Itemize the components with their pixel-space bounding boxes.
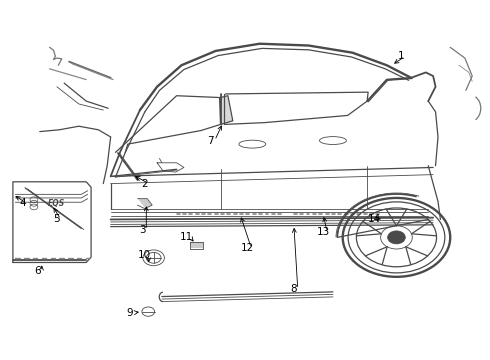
Text: 13: 13 <box>317 227 330 237</box>
Text: EQS: EQS <box>48 199 66 208</box>
Text: 10: 10 <box>138 250 151 260</box>
Text: 5: 5 <box>53 215 60 224</box>
Text: 6: 6 <box>34 266 41 276</box>
Text: 7: 7 <box>207 136 214 145</box>
Polygon shape <box>138 199 152 208</box>
Polygon shape <box>221 96 232 124</box>
Text: 12: 12 <box>241 243 254 253</box>
Text: 1: 1 <box>398 51 405 61</box>
Circle shape <box>388 231 405 244</box>
Text: 2: 2 <box>142 179 148 189</box>
Text: 11: 11 <box>180 232 193 242</box>
Text: 9: 9 <box>127 308 133 318</box>
Text: 3: 3 <box>139 225 146 235</box>
Text: 14: 14 <box>368 215 381 224</box>
Polygon shape <box>191 242 203 248</box>
Text: 8: 8 <box>291 284 297 294</box>
Text: 4: 4 <box>20 198 26 208</box>
